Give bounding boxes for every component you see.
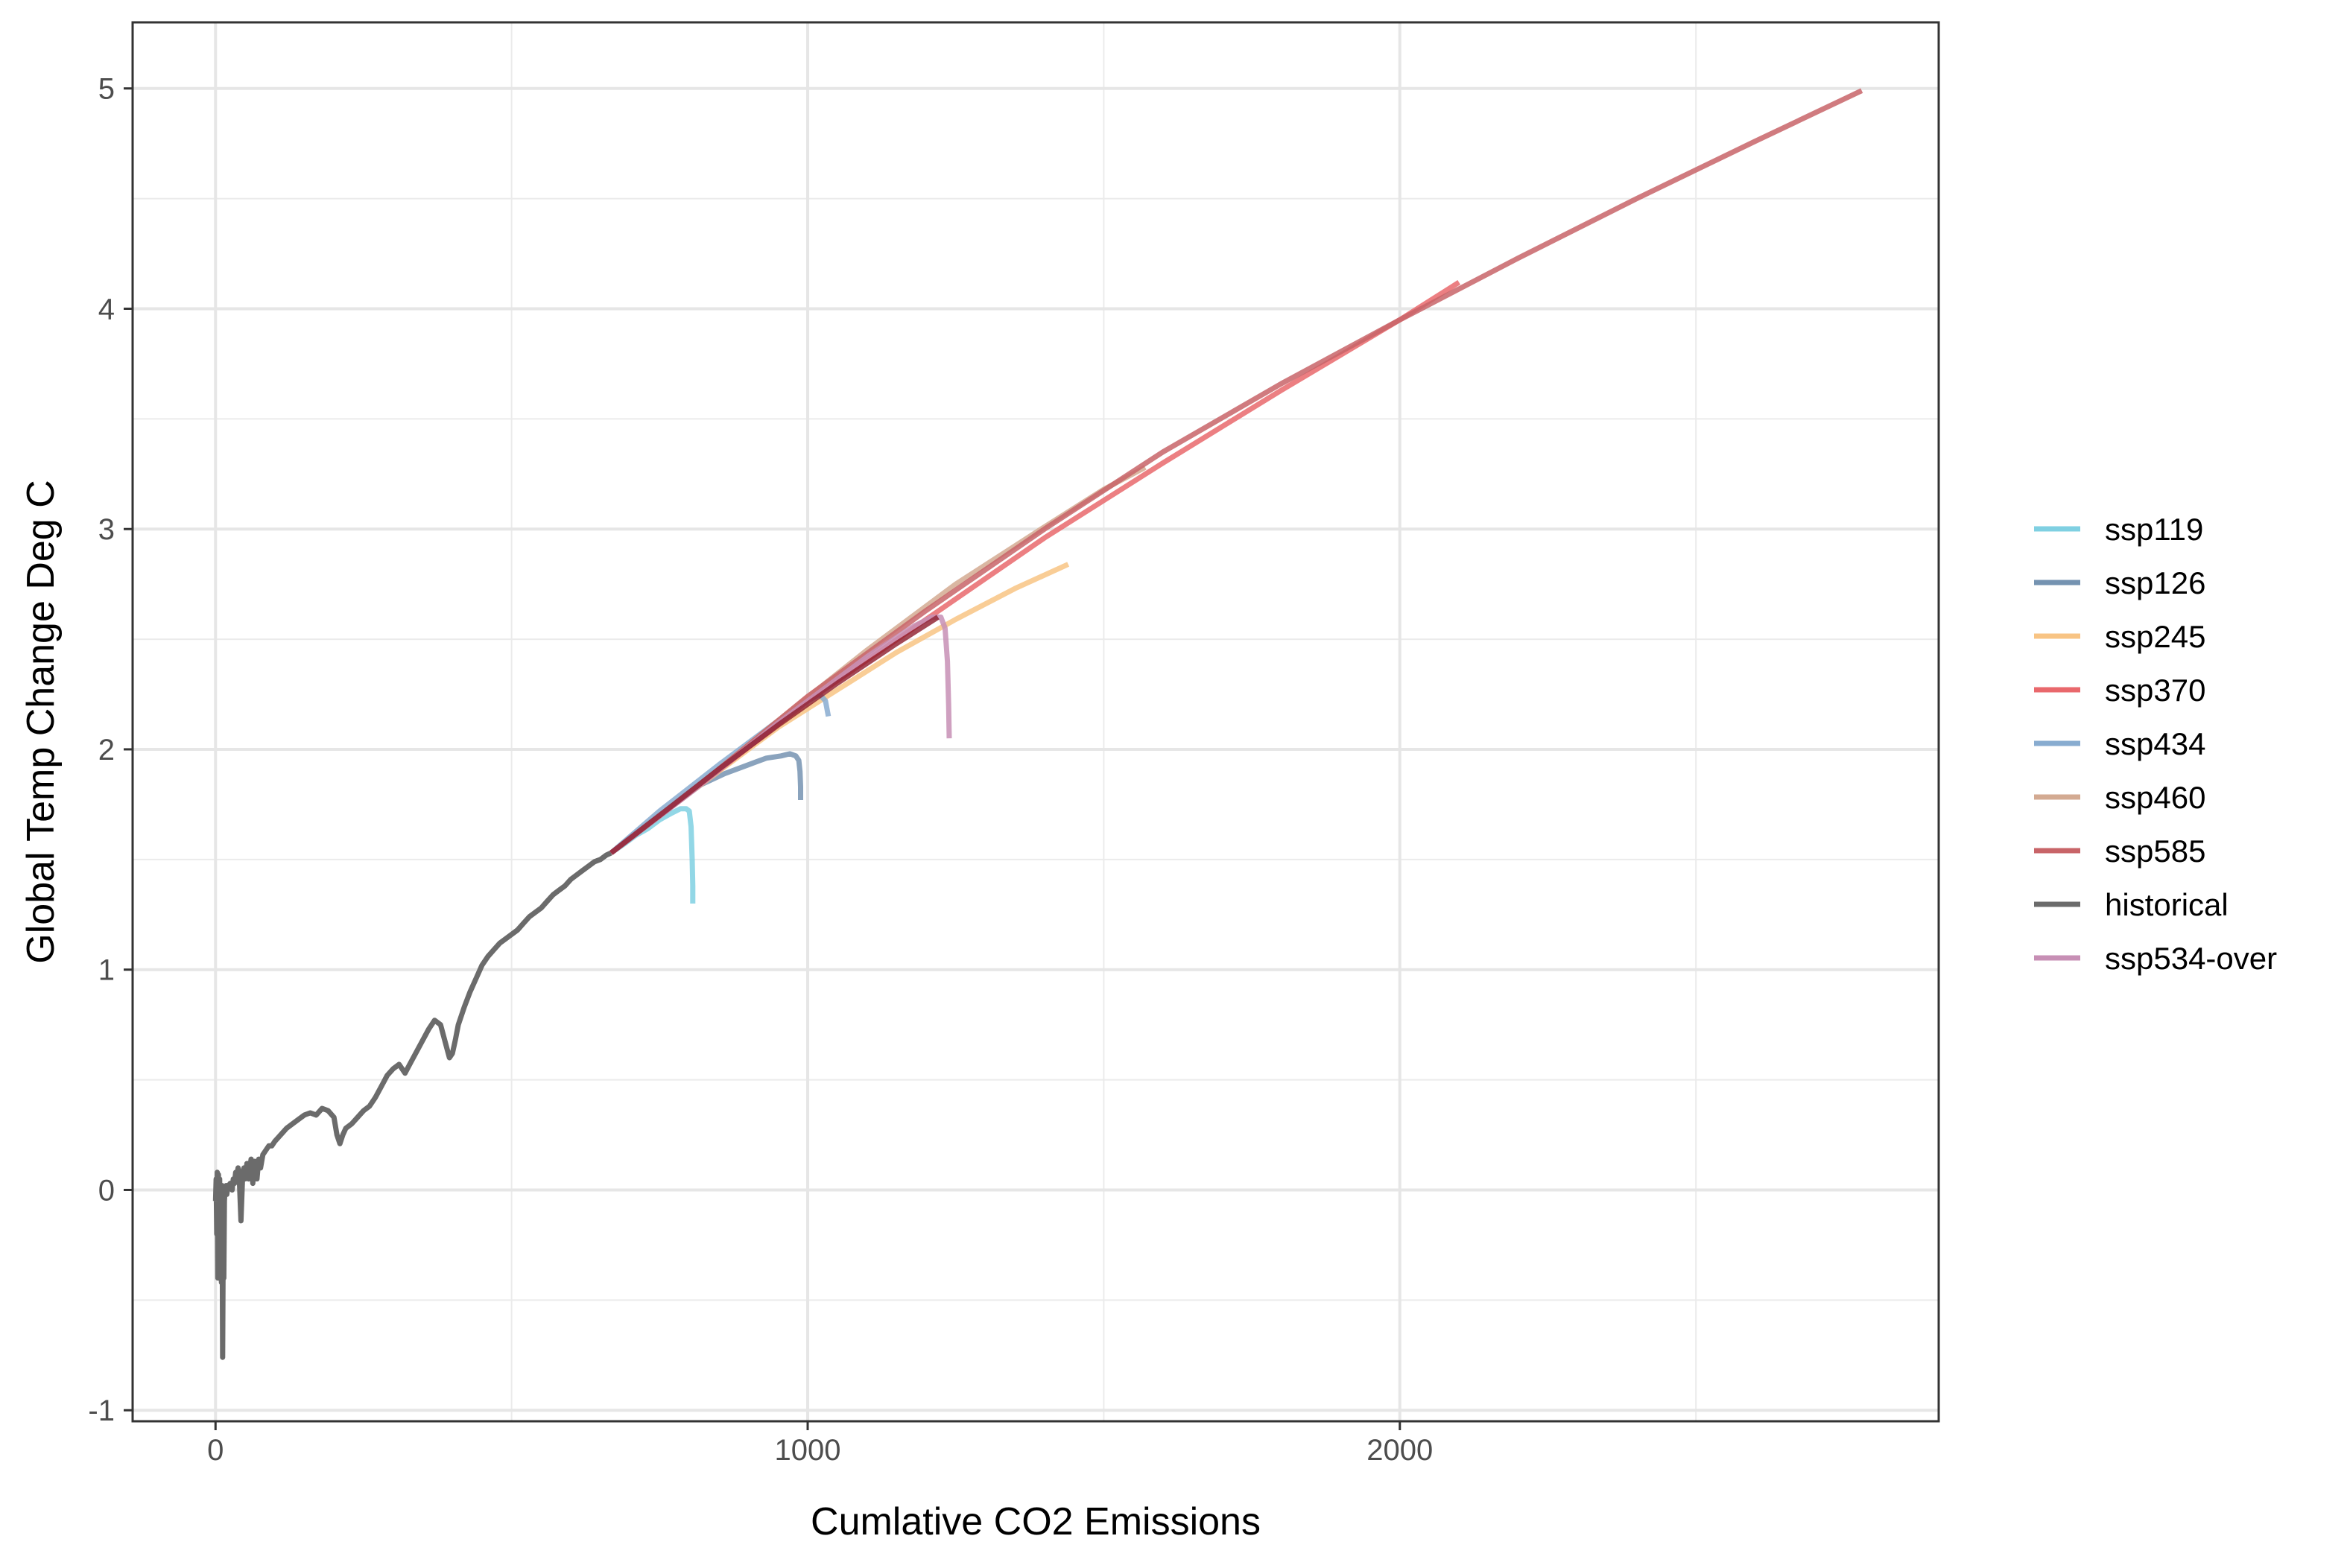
x-axis: 0 1000 2000 bbox=[207, 1421, 1433, 1467]
legend-label-ssp370: ssp370 bbox=[2105, 673, 2205, 708]
legend-label-ssp434: ssp434 bbox=[2105, 726, 2205, 761]
y-tick-label: -1 bbox=[88, 1394, 115, 1427]
x-tick-label: 0 bbox=[207, 1434, 224, 1467]
grid-major bbox=[133, 22, 1939, 1421]
y-tick-label: 4 bbox=[98, 293, 115, 326]
x-tick-label: 1000 bbox=[775, 1434, 841, 1467]
grid-minor bbox=[133, 22, 1939, 1421]
legend-label-ssp534-over: ssp534-over bbox=[2105, 941, 2277, 976]
legend-label-ssp119: ssp119 bbox=[2105, 512, 2203, 547]
y-tick-label: 1 bbox=[98, 954, 115, 987]
x-tick-label: 2000 bbox=[1366, 1434, 1433, 1467]
series-line-historical bbox=[212, 850, 612, 1360]
series-layer bbox=[212, 88, 1863, 1360]
legend: ssp119 ssp126 ssp245 ssp370 ssp434 ssp460 ssp5… bbox=[2034, 512, 2277, 976]
legend-label-ssp460: ssp460 bbox=[2105, 780, 2205, 815]
x-axis-title: Cumlative CO2 Emissions bbox=[811, 1500, 1261, 1543]
y-axis: -1 0 1 2 3 4 5 bbox=[88, 73, 133, 1427]
legend-label-ssp126: ssp126 bbox=[2105, 565, 2205, 600]
legend-label-ssp245: ssp245 bbox=[2105, 619, 2205, 654]
y-tick-label: 3 bbox=[98, 513, 115, 546]
legend-label-ssp585: ssp585 bbox=[2105, 834, 2205, 869]
y-tick-label: 0 bbox=[98, 1174, 115, 1207]
y-axis-title: Global Temp Change Deg C bbox=[19, 480, 63, 963]
plot-frame bbox=[131, 21, 1940, 1423]
legend-label-historical: historical bbox=[2105, 887, 2229, 922]
y-tick-label: 2 bbox=[98, 734, 115, 766]
y-tick-label: 5 bbox=[98, 73, 115, 106]
overlap-line bbox=[609, 615, 940, 855]
